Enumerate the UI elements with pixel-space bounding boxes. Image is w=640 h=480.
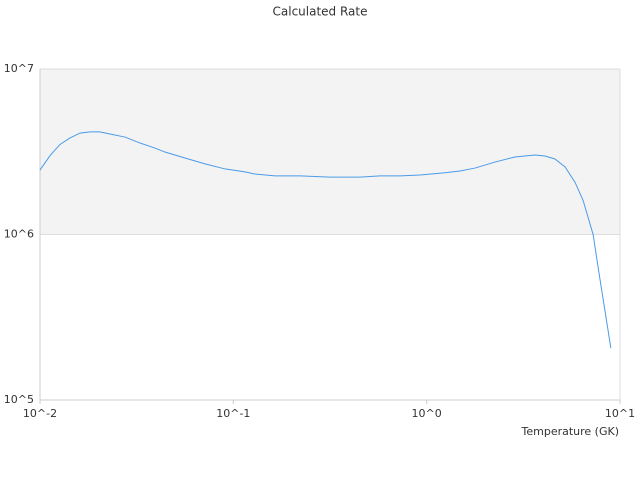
chart-title: Calculated Rate [273,5,368,19]
plot-band [40,69,620,235]
x-tick-label: 10^0 [412,407,442,420]
x-tick-label: 10^1 [605,407,635,420]
y-tick-label: 10^7 [4,62,34,75]
x-axis-label: Temperature (GK) [521,425,620,438]
x-tick-label: 10^-2 [23,407,57,420]
y-tick-label: 10^6 [4,228,34,241]
data-line [39,131,612,349]
y-tick-label: 10^5 [4,393,34,406]
x-tick-label: 10^-1 [216,407,250,420]
